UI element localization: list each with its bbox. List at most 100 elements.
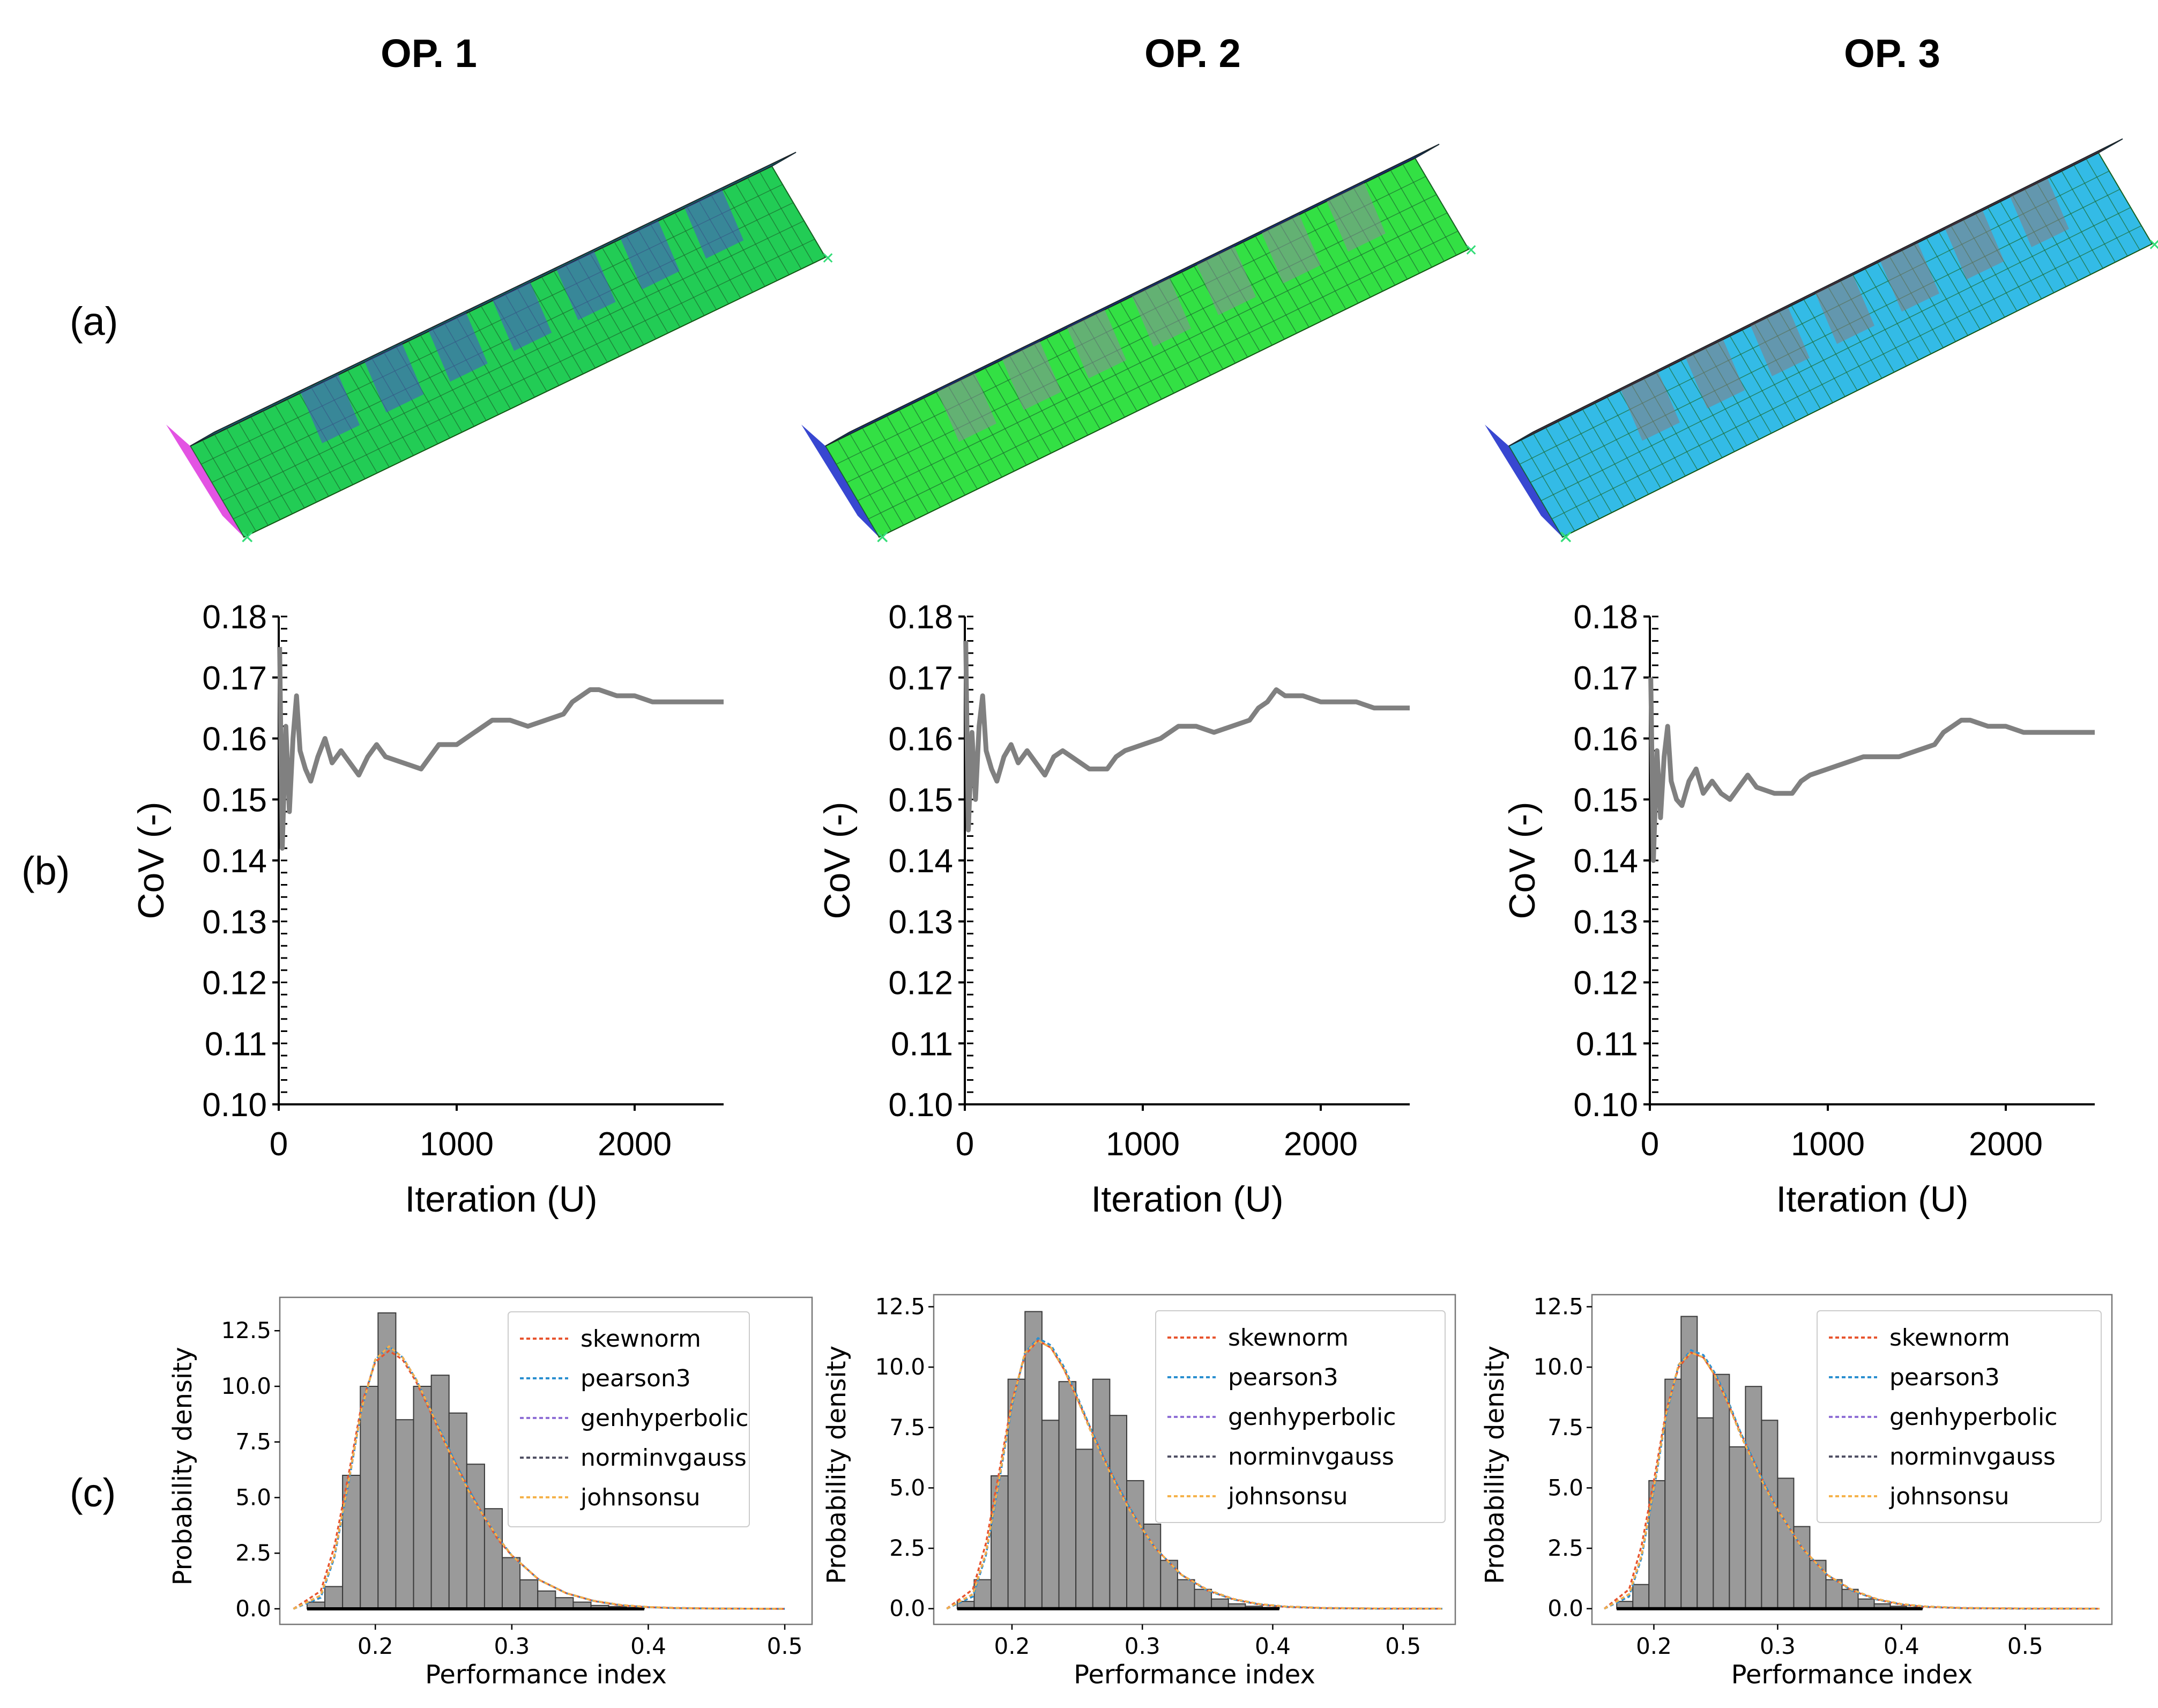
mesh-line bbox=[190, 432, 215, 447]
mesh-line bbox=[529, 283, 584, 374]
histogram-bar bbox=[1058, 1381, 1077, 1609]
mesh-line bbox=[614, 227, 639, 243]
mesh-line bbox=[541, 262, 566, 278]
y-tick-label: 0.0 bbox=[235, 1595, 271, 1622]
mesh-line bbox=[1046, 323, 1071, 339]
mesh-line bbox=[1717, 328, 1742, 343]
mesh-line bbox=[1242, 242, 1297, 334]
mesh-line bbox=[1594, 403, 1649, 495]
x-tick-label: 0.5 bbox=[767, 1633, 803, 1659]
mesh-line bbox=[1353, 174, 1378, 189]
mesh-line bbox=[1606, 383, 1632, 398]
mesh-line bbox=[874, 421, 929, 514]
mesh-line bbox=[674, 212, 729, 305]
mesh-line bbox=[1889, 242, 1914, 257]
y-tick-label: 12.5 bbox=[1533, 1294, 1583, 1320]
mesh-line bbox=[1034, 330, 1059, 345]
mesh-line bbox=[347, 355, 373, 371]
mesh-line bbox=[323, 367, 348, 383]
histogram-bar bbox=[1041, 1420, 1060, 1609]
histogram-bar bbox=[1680, 1316, 1698, 1609]
y-tick-label: 0.13 bbox=[888, 904, 953, 941]
mesh-line bbox=[1914, 230, 1939, 245]
y-tick-label: 0.17 bbox=[1573, 660, 1638, 697]
mesh-line bbox=[1378, 161, 1403, 177]
x-tick-label: 0.2 bbox=[358, 1633, 393, 1659]
mesh-line bbox=[997, 347, 1022, 363]
x-tick-label: 0.2 bbox=[1636, 1633, 1672, 1659]
y-tick-label: 2.5 bbox=[235, 1540, 271, 1566]
mesh-line bbox=[1803, 299, 1858, 391]
mesh-line bbox=[211, 202, 794, 483]
mesh-line bbox=[1059, 317, 1083, 333]
x-tick-label: 0 bbox=[956, 1126, 974, 1163]
histogram-bar bbox=[1007, 1378, 1026, 1609]
x-tick-label: 0.3 bbox=[1125, 1633, 1160, 1659]
model-accent-panel bbox=[493, 282, 552, 351]
mesh-line bbox=[887, 402, 911, 417]
support-icon: ✕ bbox=[821, 249, 835, 268]
mesh-line bbox=[1521, 440, 1575, 531]
model-accent-panel bbox=[1327, 183, 1386, 252]
mesh-line bbox=[1533, 419, 1558, 434]
mesh-line bbox=[2098, 138, 2123, 153]
fit-curve-skewnorm bbox=[293, 1349, 785, 1610]
fit-curve-pearson3 bbox=[946, 1336, 1442, 1610]
histogram-bar bbox=[324, 1586, 344, 1609]
mesh-line bbox=[1877, 248, 1902, 263]
mesh-line bbox=[886, 415, 941, 508]
mesh-line bbox=[1988, 193, 2013, 209]
legend-frame bbox=[1155, 1310, 1446, 1523]
fit-curve-johnsonsu bbox=[293, 1345, 785, 1610]
mesh-line bbox=[222, 220, 805, 501]
histogram-bar bbox=[377, 1312, 397, 1609]
mesh-line bbox=[985, 368, 1039, 459]
mesh-line bbox=[862, 428, 917, 519]
mesh-line bbox=[1606, 397, 1661, 489]
y-tick-label: 0.16 bbox=[202, 721, 267, 758]
mesh-line bbox=[674, 198, 700, 213]
y-tick-label: 2.5 bbox=[1547, 1535, 1583, 1561]
mesh-line bbox=[202, 426, 227, 441]
mesh-line bbox=[1230, 234, 1255, 249]
mesh-line bbox=[299, 379, 324, 394]
mesh-line bbox=[1107, 308, 1162, 400]
mesh-line bbox=[2000, 201, 2055, 293]
beam-model-3: ✕✕ bbox=[1485, 138, 2158, 548]
mesh-line bbox=[200, 184, 783, 465]
mesh-line bbox=[1402, 150, 1427, 165]
y-tick-label: 0.10 bbox=[1573, 1087, 1638, 1124]
model-accent-panel bbox=[1686, 339, 1745, 409]
y-tick-label: 0.13 bbox=[1573, 904, 1638, 941]
model-accent-panel bbox=[428, 313, 488, 382]
mesh-line bbox=[1705, 334, 1730, 349]
mesh-line bbox=[1519, 170, 2110, 465]
mesh-line bbox=[468, 311, 523, 404]
mesh-line bbox=[1169, 278, 1224, 370]
mesh-line bbox=[233, 239, 815, 519]
y-axis-label: CoV (-) bbox=[1502, 801, 1543, 919]
model-accent-panel bbox=[2010, 179, 2069, 248]
mesh-line bbox=[2086, 159, 2140, 250]
histogram-bar bbox=[1664, 1378, 1682, 1609]
support-icon: ✕ bbox=[1558, 527, 1574, 548]
y-tick-label: 0.10 bbox=[888, 1087, 953, 1124]
mesh-line bbox=[2098, 152, 2153, 244]
mesh-line bbox=[1508, 445, 1563, 538]
mesh-line bbox=[1070, 311, 1096, 326]
mesh-line bbox=[1828, 273, 1853, 288]
y-axis-label: Probability density bbox=[822, 1346, 852, 1584]
mesh-line bbox=[650, 210, 675, 225]
model-accent-panel bbox=[1815, 275, 1874, 344]
histogram-bar bbox=[360, 1385, 379, 1609]
mesh-line bbox=[505, 280, 530, 295]
y-axis-label: CoV (-) bbox=[131, 801, 172, 919]
model-accent-panel bbox=[1002, 341, 1061, 410]
mesh-line bbox=[1530, 189, 2120, 483]
mesh-line bbox=[1279, 210, 1305, 225]
mesh-line bbox=[262, 411, 317, 503]
mesh-line bbox=[311, 373, 336, 388]
mesh-line bbox=[1009, 341, 1035, 357]
model-accent-panel bbox=[1197, 246, 1256, 315]
mesh-line bbox=[1558, 407, 1583, 422]
